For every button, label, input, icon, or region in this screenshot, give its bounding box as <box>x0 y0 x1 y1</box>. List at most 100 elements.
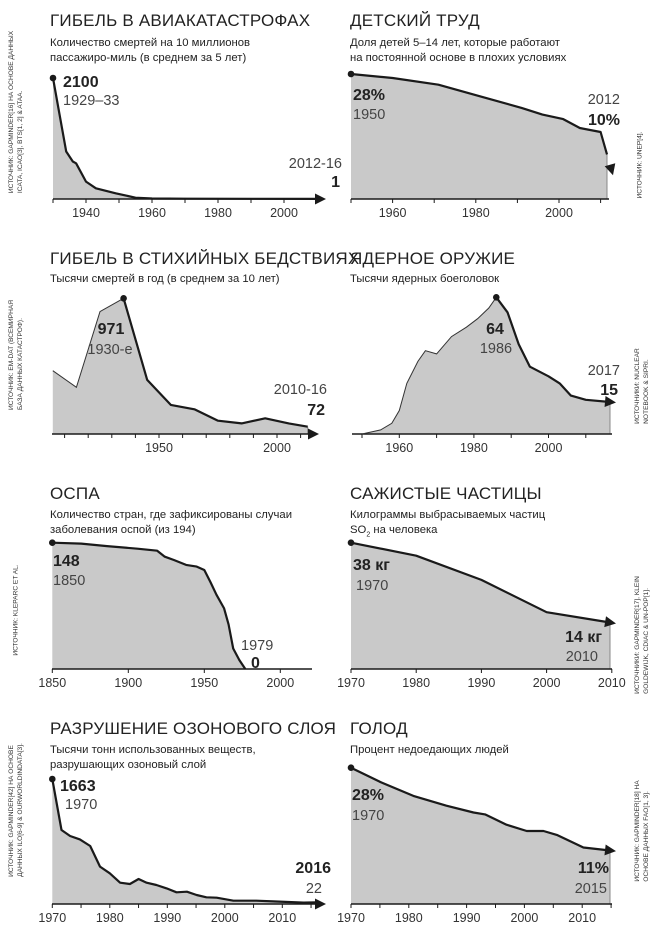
x-tick-label: 1980 <box>204 206 232 220</box>
x-tick-label: 2000 <box>270 206 298 220</box>
end-arrow <box>604 616 616 628</box>
end-value-label: 72 <box>307 402 325 419</box>
start-period-label: 1950 <box>353 107 385 123</box>
start-period-label: 1970 <box>356 578 388 594</box>
series-line <box>495 296 611 404</box>
end-arrow <box>315 898 326 910</box>
x-tick-label: 2000 <box>263 441 291 455</box>
x-tick-label: 1980 <box>395 911 423 925</box>
chart-subtitle-disasters: Тысячи смертей в год (в среднем за 10 ле… <box>50 272 280 287</box>
area-fill <box>351 74 607 199</box>
highlight-point <box>49 775 56 783</box>
area-fill <box>52 779 317 904</box>
subtitle-line: Доля детей 5–14 лет, которые работают <box>350 37 560 49</box>
subtitle-line: Количество стран, где зафиксированы случ… <box>50 509 293 521</box>
x-tick-label: 1990 <box>467 676 495 690</box>
series-line <box>350 766 611 852</box>
chart-subtitle-hunger: Процент недоедающих людей <box>350 743 509 758</box>
start-period-label: 1970 <box>352 808 384 824</box>
end-period-label: 2012 <box>588 92 620 108</box>
x-tick-label: 2000 <box>211 911 239 925</box>
end-arrow <box>604 844 616 856</box>
chart-subtitle-nuclear: Тысячи ядерных боеголовок <box>350 272 499 287</box>
subtitle-line: Тысячи тонн использованных веществ, <box>50 744 256 756</box>
x-tick-label: 1980 <box>460 441 488 455</box>
subtitle-line: SO2 на человека <box>350 523 545 542</box>
x-tick-label: 1900 <box>114 676 142 690</box>
chart-title-child-labor: ДЕТСКИЙ ТРУД <box>350 11 480 30</box>
so2-rest: на человека <box>370 524 438 536</box>
peak-period-label: 1930-е <box>87 342 132 358</box>
area-fill <box>52 298 308 434</box>
x-tick-label: 1990 <box>453 911 481 925</box>
so2-base: SO <box>350 524 367 536</box>
series-line <box>52 541 247 670</box>
series-line-thin <box>52 297 124 389</box>
series-line <box>122 297 308 428</box>
end-arrow <box>308 428 319 440</box>
subtitle-line: Процент недоедающих людей <box>350 744 509 756</box>
peak-value-label: 64 <box>486 321 504 338</box>
subtitle-line: пассажиро-миль (в среднем за 5 лет) <box>50 52 247 64</box>
chart-subtitle-ozone: Тысячи тонн использованных веществ, разру… <box>50 743 256 773</box>
x-tick-label: 2000 <box>545 206 573 220</box>
subtitle-line: Тысячи ядерных боеголовок <box>350 273 500 285</box>
x-tick-label: 1990 <box>153 911 181 925</box>
start-period-label: 1850 <box>53 573 85 589</box>
area-fill <box>362 297 610 434</box>
x-tick-label: 1850 <box>38 676 66 690</box>
x-tick-label: 1980 <box>462 206 490 220</box>
x-tick-label: 1970 <box>337 676 365 690</box>
chart-title-ozone: РАЗРУШЕНИЕ ОЗОНОВОГО СЛОЯ <box>50 719 337 738</box>
start-period-label: 1929–33 <box>63 93 119 109</box>
end-value-label: 11% <box>578 860 609 877</box>
area-fill <box>351 767 610 904</box>
end-arrow <box>604 163 616 176</box>
highlight-point <box>347 539 355 546</box>
x-tick-label: 2000 <box>510 911 538 925</box>
chart-subtitle-soot: Килограммы выбрасываемых частиц SO2 на че… <box>350 508 545 542</box>
x-tick-label: 1950 <box>190 676 218 690</box>
series-line <box>350 72 609 155</box>
subtitle-line: Килограммы выбрасываемых частиц <box>350 509 546 521</box>
chart-title-nuclear: ЯДЕРНОЕ ОРУЖИЕ <box>350 249 516 268</box>
x-tick-label: 1970 <box>337 911 365 925</box>
series-line <box>51 77 319 200</box>
start-value-label: 2100 <box>63 74 99 91</box>
end-value-label: 15 <box>600 382 618 399</box>
series-line-thin <box>361 297 497 435</box>
series-line <box>350 541 611 624</box>
subtitle-line: разрушающих озоновый слой <box>50 759 207 771</box>
highlight-point <box>492 294 500 301</box>
start-value-label: 38 кг <box>353 557 390 574</box>
x-tick-label: 1960 <box>385 441 413 455</box>
start-value-label: 28% <box>353 87 385 104</box>
subtitle-line: Количество смертей на 10 миллионов <box>50 37 251 49</box>
end-arrow <box>315 193 326 205</box>
x-tick-label: 1960 <box>138 206 166 220</box>
end-arrow <box>604 396 616 408</box>
x-tick-label: 1960 <box>379 206 407 220</box>
x-tick-label: 2000 <box>533 676 561 690</box>
chart-title-smallpox: ОСПА <box>50 484 100 503</box>
end-value-label: 22 <box>306 881 322 897</box>
end-value-label: 14 кг <box>565 629 602 646</box>
highlight-point <box>49 539 56 546</box>
chart-title-air-crashes: ГИБЕЛЬ В АВИАКАТАСТРОФАХ <box>50 11 311 30</box>
area-fill <box>52 542 246 669</box>
start-value-label: 1663 <box>60 778 96 795</box>
x-tick-label: 1940 <box>72 206 100 220</box>
end-period-label: 2016 <box>295 860 331 877</box>
start-value-label: 148 <box>53 553 80 570</box>
end-period-label: 1979 <box>241 638 273 654</box>
subtitle-line: Тысячи смертей в год (в среднем за 10 ле… <box>50 273 280 285</box>
start-period-label: 1970 <box>65 797 97 813</box>
x-tick-label: 1970 <box>38 911 66 925</box>
chart-title-soot: САЖИСТЫЕ ЧАСТИЦЫ <box>350 484 542 503</box>
end-period-label: 2015 <box>575 881 607 897</box>
x-tick-label: 1980 <box>402 676 430 690</box>
highlight-point <box>347 764 355 771</box>
x-tick-label: 1950 <box>145 441 173 455</box>
chart-title-hunger: ГОЛОД <box>350 719 408 738</box>
x-tick-label: 2000 <box>535 441 563 455</box>
